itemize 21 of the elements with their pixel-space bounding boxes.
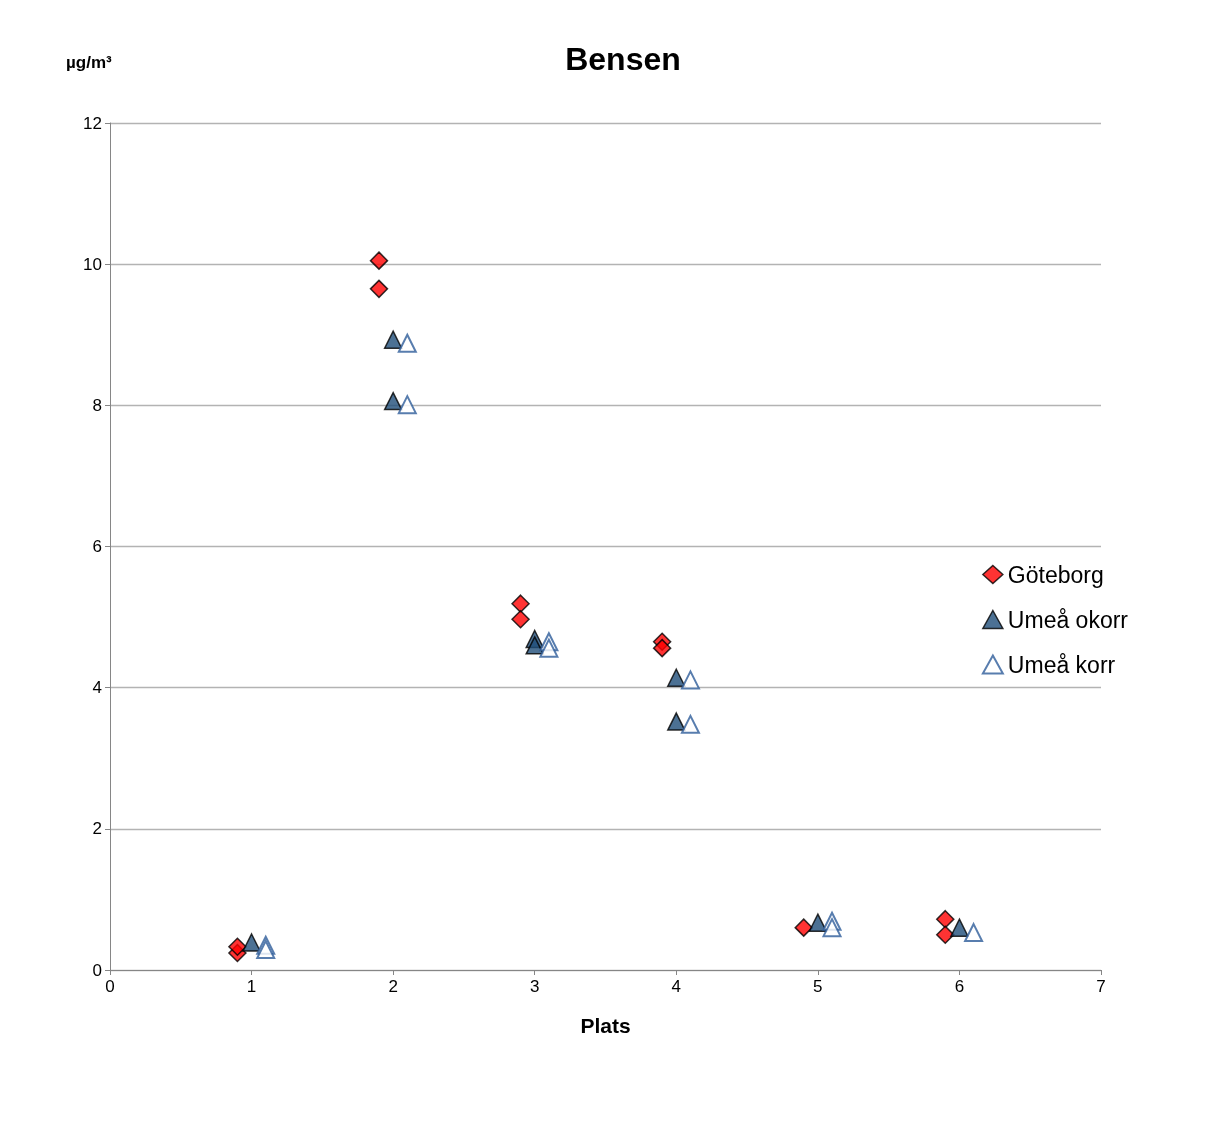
- y-tick-label: 6: [92, 537, 102, 556]
- x-tick-label: 1: [246, 977, 257, 996]
- y-tick-label: 2: [92, 819, 102, 839]
- x-axis-title: Plats: [580, 1014, 631, 1037]
- x-tick-label: 5: [813, 977, 823, 996]
- y-tick-label: 10: [83, 254, 102, 274]
- x-tick-label: 6: [954, 977, 965, 996]
- y-axis-title: µg/m³: [66, 53, 113, 72]
- legend-label: Göteborg: [1007, 561, 1104, 588]
- y-tick-label: 8: [92, 395, 102, 415]
- x-tick-label: 4: [671, 977, 682, 996]
- x-tick-label: 3: [529, 977, 540, 996]
- legend-label: Umeå korr: [1007, 651, 1116, 678]
- chart-title: Bensen: [565, 41, 681, 77]
- y-tick-label: 0: [92, 960, 102, 980]
- x-tick-label: 0: [105, 977, 115, 996]
- x-tick-label: 7: [1096, 977, 1106, 996]
- legend-label: Umeå okorr: [1007, 606, 1129, 633]
- x-tick-label: 2: [388, 977, 398, 996]
- y-tick-label: 12: [83, 113, 102, 133]
- y-tick-label: 4: [92, 678, 102, 698]
